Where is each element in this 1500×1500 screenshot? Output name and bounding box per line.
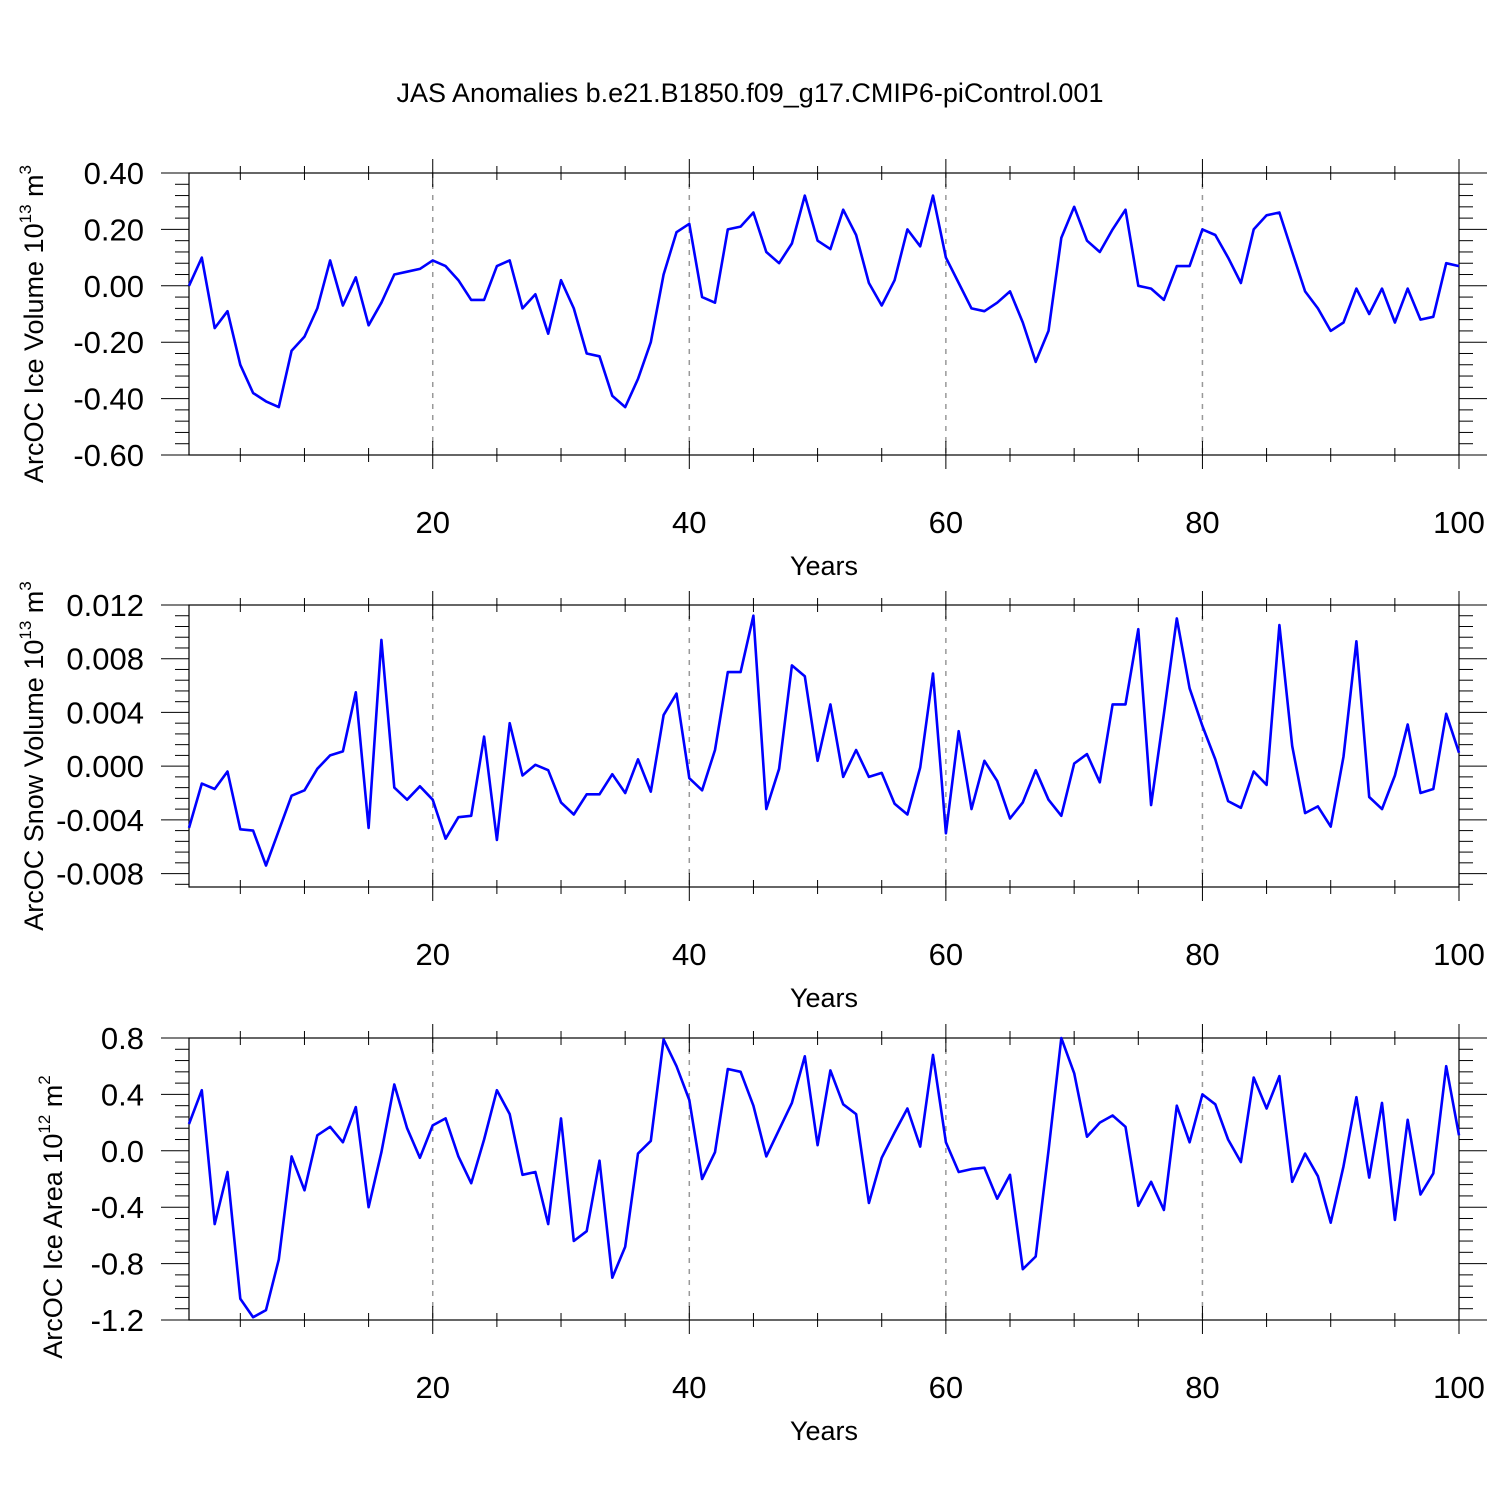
x-tick-label: 20 — [415, 1370, 449, 1405]
data-series-line — [187, 194, 1460, 409]
y-axis-label: ArcOC Snow Volume 1013 m3 — [16, 581, 49, 931]
plot-frame — [188, 1037, 1460, 1321]
y-axis-label: ArcOC Ice Volume 1013 m3 — [16, 165, 49, 483]
x-tick-label: 80 — [1185, 937, 1219, 972]
snow-volume-panel: -0.008 -0.004 0.000 0.004 0.008 0.012 20 40 60 80… — [16, 581, 1487, 1013]
y-axis-unit-spacer — [19, 613, 49, 621]
y-tick-label: 0.8 — [101, 1021, 144, 1056]
x-tick-label: 60 — [929, 937, 963, 972]
y-tick-label: 0.20 — [84, 212, 144, 247]
y-axis-unit: m — [19, 591, 49, 614]
x-tick-label: 60 — [929, 505, 963, 540]
y-axis-unit-spacer — [38, 1107, 68, 1115]
y-tick-label: 0.000 — [66, 749, 144, 784]
plot-frame — [188, 604, 1460, 888]
y-tick-label: 0.00 — [84, 269, 144, 304]
figure-title: JAS Anomalies b.e21.B1850.f09_g17.CMIP6-… — [396, 78, 1104, 108]
y-axis-unit-power: 2 — [35, 1075, 54, 1084]
plot-frame — [188, 172, 1460, 456]
y-tick-label: -0.40 — [73, 382, 144, 417]
x-tick-label: 80 — [1185, 1370, 1219, 1405]
y-tick-label: 0.008 — [66, 642, 144, 677]
y-axis-unit-base: 10 — [19, 640, 49, 670]
y-axis-unit: m — [38, 1085, 68, 1108]
y-axis-label-text: ArcOC Ice Volume — [19, 253, 49, 483]
x-axis-label: Years — [790, 1416, 858, 1446]
y-tick-label: 0.4 — [101, 1077, 144, 1112]
x-axis-label: Years — [790, 983, 858, 1013]
x-tick-label: 100 — [1433, 505, 1485, 540]
y-axis-unit-base: 10 — [19, 223, 49, 253]
y-axis-unit-exp: 13 — [16, 204, 35, 223]
y-axis-label: ArcOC Ice Area 1012 m2 — [35, 1075, 68, 1359]
data-series-line — [187, 1036, 1461, 1319]
y-tick-label: -1.2 — [91, 1303, 144, 1338]
y-tick-label: 0.0 — [101, 1134, 144, 1169]
y-axis-label-text: ArcOC Snow Volume — [19, 670, 49, 931]
y-axis-unit-base: 10 — [38, 1134, 68, 1164]
y-tick-label: -0.004 — [56, 803, 144, 838]
x-axis-label: Years — [790, 551, 858, 581]
y-axis-unit-exp: 13 — [16, 621, 35, 640]
x-tick-label: 40 — [672, 505, 706, 540]
data-series-line — [187, 614, 1461, 867]
x-tick-label: 40 — [672, 1370, 706, 1405]
x-tick-label: 40 — [672, 937, 706, 972]
y-axis-unit-power: 3 — [16, 581, 35, 590]
y-axis-label-text: ArcOC Ice Area — [38, 1164, 68, 1359]
y-tick-label: 0.40 — [84, 156, 144, 191]
y-tick-label: -0.60 — [73, 438, 144, 473]
y-tick-label: -0.008 — [56, 857, 144, 892]
y-tick-label: -0.8 — [91, 1247, 144, 1282]
x-tick-label: 100 — [1433, 937, 1485, 972]
x-tick-label: 20 — [415, 937, 449, 972]
x-tick-label: 60 — [929, 1370, 963, 1405]
y-axis-unit-exp: 12 — [35, 1115, 54, 1134]
y-axis-unit-spacer — [19, 197, 49, 205]
y-tick-label: -0.20 — [73, 325, 144, 360]
x-tick-label: 80 — [1185, 505, 1219, 540]
y-tick-label: -0.4 — [91, 1190, 144, 1225]
y-tick-label: 0.012 — [66, 588, 144, 623]
y-axis-unit: m — [19, 174, 49, 197]
ice-area-panel: -1.2 -0.8 -0.4 0.0 0.4 0.8 20 40 60 80 100 Years Arc… — [35, 1021, 1487, 1446]
y-axis-unit-power: 3 — [16, 165, 35, 174]
ice-volume-panel: -0.60 -0.40 -0.20 0.00 0.20 0.40 20 40 60 80 100 Ye… — [16, 156, 1487, 581]
x-tick-label: 20 — [415, 505, 449, 540]
y-tick-label: 0.004 — [66, 695, 144, 730]
x-tick-label: 100 — [1433, 1370, 1485, 1405]
